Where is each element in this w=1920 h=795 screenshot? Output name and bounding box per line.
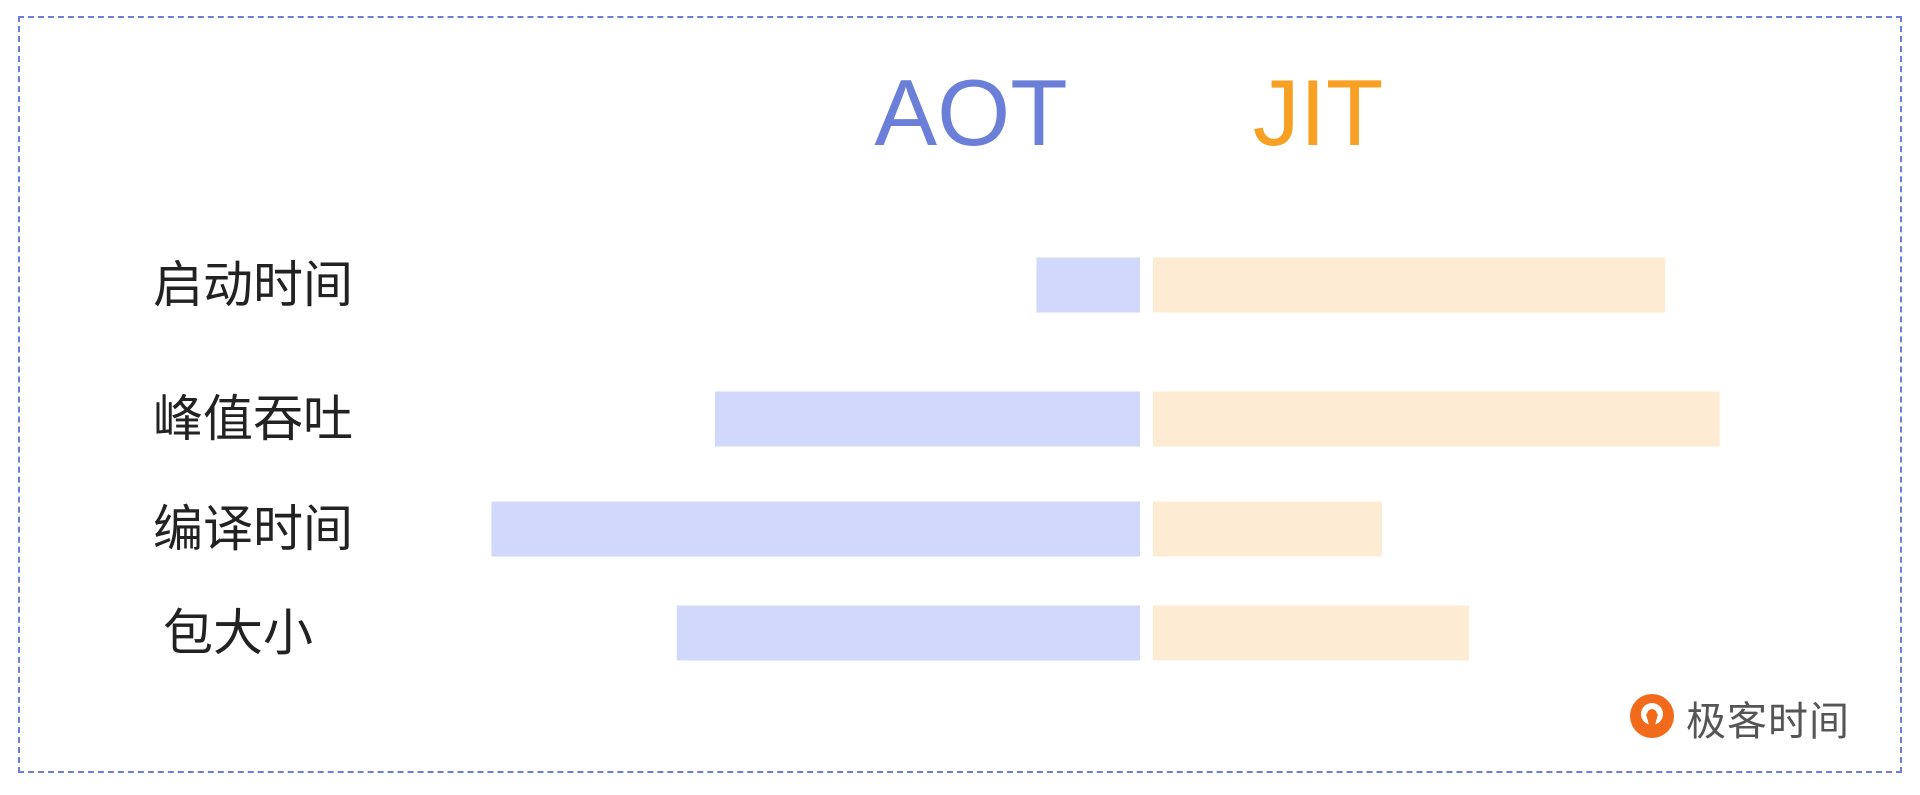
bar-jit [1153,392,1720,447]
brand-name: 极客时间 [1686,689,1850,747]
bar-aot [715,392,1140,447]
bar-aot [1036,258,1140,313]
brand-logo: 极客时间 [1626,690,1850,746]
bar-jit [1153,258,1665,313]
series-title-aot: AOT [874,60,1067,165]
geektime-logo-icon [1626,690,1678,746]
bar-jit [1153,502,1382,557]
category-label: 编译时间 [153,500,353,558]
category-label: 峰值吞吐 [153,390,353,448]
bar-aot [677,606,1140,661]
bar-jit [1153,606,1469,661]
category-label: 包大小 [163,604,313,662]
bar-aot [491,502,1140,557]
series-title-jit: JIT [1253,60,1384,165]
category-label: 启动时间 [153,256,353,314]
